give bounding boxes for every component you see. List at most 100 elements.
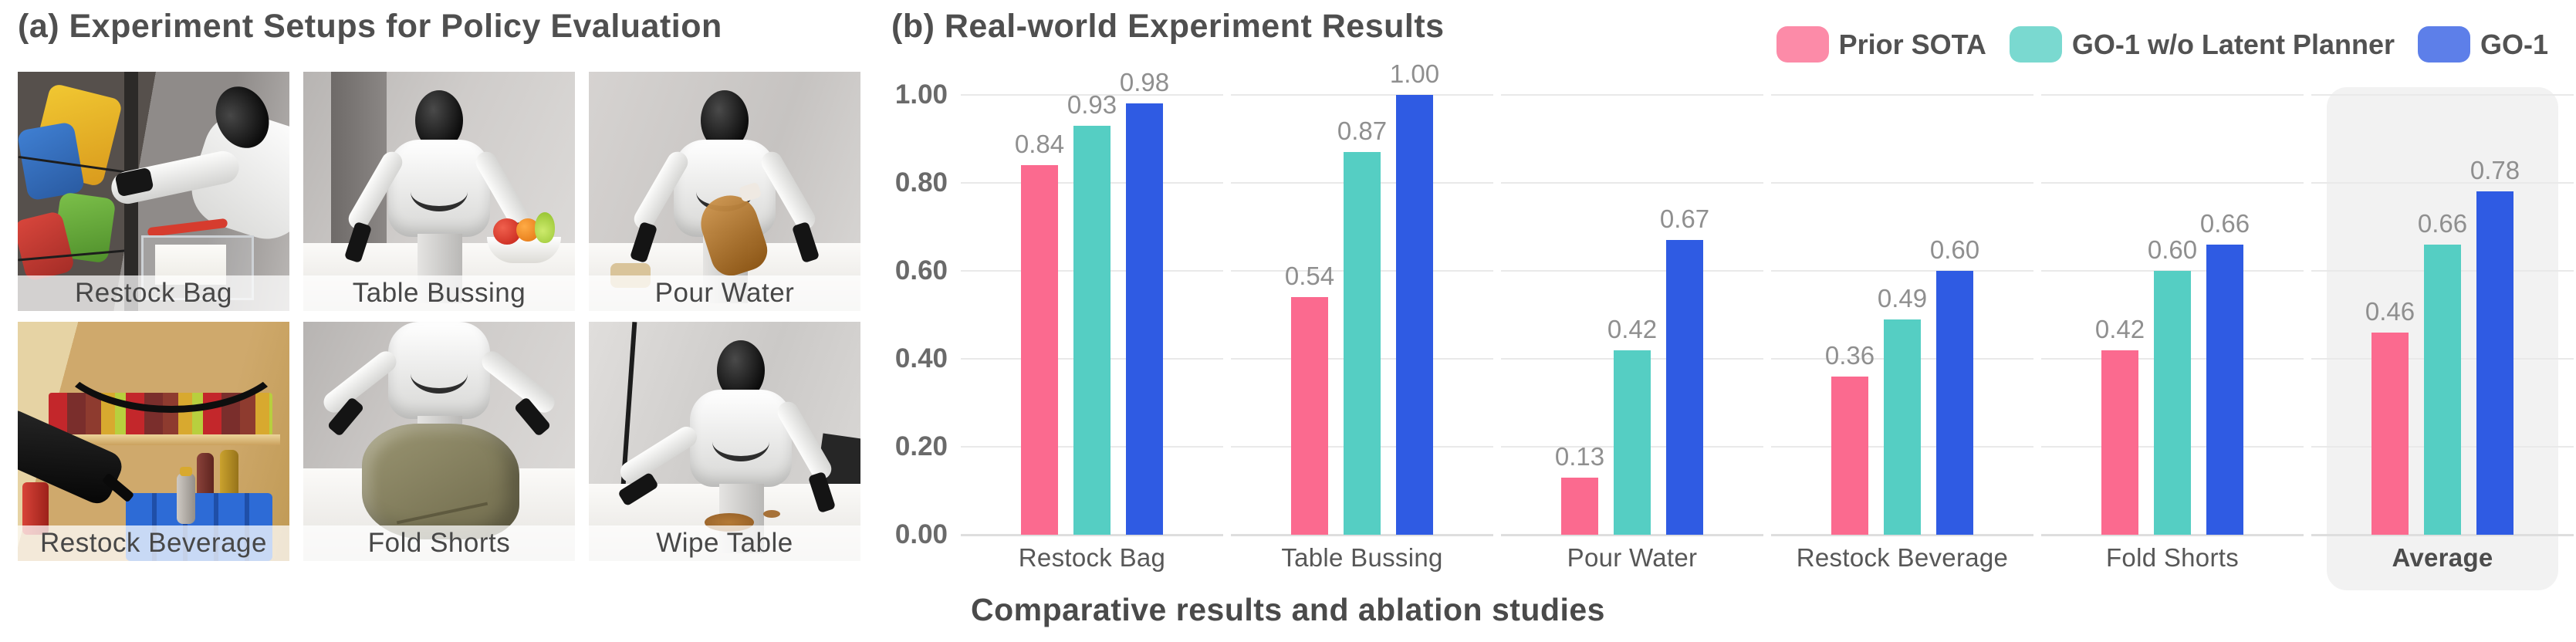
task-photo-label: Restock Beverage (18, 525, 289, 561)
x-axis-category-label: Restock Bag (1018, 543, 1166, 572)
photo-shape (49, 322, 289, 413)
gridline (2041, 182, 2304, 184)
y-axis-tick-label: 0.00 (894, 519, 948, 549)
x-axis-line (961, 534, 1223, 536)
task-photo-label: Table Bussing (303, 275, 575, 311)
task-photo-restock-bag: Restock Bag (18, 72, 289, 311)
legend-swatch (2417, 26, 2470, 63)
x-axis-line (2041, 534, 2304, 536)
gridline (2041, 94, 2304, 96)
photo-shape (535, 212, 555, 243)
task-photo-fold-shorts: Fold Shorts (303, 322, 575, 561)
x-axis-category-label: Table Bussing (1281, 543, 1443, 572)
gridline (2311, 94, 2574, 96)
y-axis-tick-label: 0.20 (894, 431, 948, 461)
y-axis-tick-label: 0.60 (894, 255, 948, 286)
bar-value-label: 0.13 (1554, 441, 1605, 471)
y-axis-tick-label: 0.80 (894, 167, 948, 198)
bar-value-label: 0.84 (1014, 130, 1065, 159)
legend-label: GO-1 w/o Latent Planner (2071, 28, 2395, 60)
task-photo-label: Pour Water (589, 275, 860, 311)
gridline (1501, 94, 1763, 96)
legend-swatch (2009, 26, 2062, 63)
bar-prior-sota (1831, 376, 1868, 535)
robot-torso (388, 322, 490, 419)
bar-value-label: 0.87 (1337, 117, 1388, 146)
legend-label: GO-1 (2480, 28, 2548, 60)
bar-prior-sota (2101, 350, 2138, 535)
bar-go-1 (1936, 271, 1973, 535)
task-photo-wipe-table: Wipe Table (589, 322, 860, 561)
gridline (1771, 94, 2033, 96)
photo-shape (197, 453, 214, 498)
gridline (1231, 94, 1493, 96)
bar-value-label: 0.54 (1284, 262, 1335, 291)
robot-torso (690, 390, 793, 487)
x-axis-category-label: Average (2392, 543, 2493, 572)
y-axis-tick-label: 0.40 (894, 343, 948, 373)
photo-shape (220, 450, 238, 499)
bar-value-label: 0.49 (1877, 283, 1928, 313)
photo-shape (33, 434, 280, 445)
bar-value-label: 0.60 (2147, 235, 2198, 264)
legend-item: GO-1 w/o Latent Planner (2009, 26, 2395, 63)
bar-go-1 (2476, 191, 2513, 535)
bar-prior-sota (2371, 332, 2409, 535)
x-axis-line (1771, 534, 2033, 536)
figure-caption: Comparative results and ablation studies (971, 592, 1605, 627)
bar-go-1 (2206, 244, 2243, 535)
robot (343, 90, 535, 303)
legend-item: Prior SOTA (1776, 26, 1986, 63)
bar-value-label: 0.36 (1824, 340, 1875, 370)
x-axis-line (2311, 534, 2574, 536)
robot-torso (388, 140, 490, 237)
task-photo-label: Restock Bag (18, 275, 289, 311)
gridline (1501, 182, 1763, 184)
photo-shape (362, 424, 519, 539)
gridline (1771, 270, 2033, 272)
bar-value-label: 0.98 (1119, 68, 1170, 97)
x-axis-category-label: Restock Beverage (1796, 543, 2009, 572)
bar-value-label: 0.93 (1067, 90, 1117, 119)
task-photo-restock-beverage: Restock Beverage (18, 322, 289, 561)
gridline (2311, 182, 2574, 184)
bar-value-label: 1.00 (1389, 59, 1440, 88)
task-photo-grid: Restock Bag Table Bussing (18, 72, 860, 561)
photo-shape (763, 510, 780, 518)
bar-go-1 (1666, 240, 1703, 535)
chart-legend: Prior SOTA GO-1 w/o Latent Planner GO-1 (1776, 26, 2548, 63)
bar-value-label: 0.46 (2365, 296, 2415, 326)
gridline (961, 94, 1223, 96)
legend-item: GO-1 (2417, 26, 2548, 63)
photo-shape (180, 467, 192, 476)
bar-go-1-w-o-latent-planner (1073, 125, 1111, 535)
bar-value-label: 0.67 (1659, 204, 1710, 234)
bar-go-1-w-o-latent-planner (1884, 319, 1921, 535)
task-photo-label: Wipe Table (589, 525, 860, 561)
bar-go-1-w-o-latent-planner (1344, 152, 1381, 535)
bar-prior-sota (1021, 165, 1058, 535)
bar-go-1 (1126, 103, 1163, 535)
bar-go-1-w-o-latent-planner (2154, 271, 2191, 535)
task-photo-table-bussing: Table Bussing (303, 72, 575, 311)
bar-go-1-w-o-latent-planner (2424, 244, 2461, 535)
y-axis-tick-label: 1.00 (894, 79, 948, 110)
bar-value-label: 0.42 (1607, 314, 1658, 343)
legend-label: Prior SOTA (1838, 28, 1986, 60)
bar-value-label: 0.66 (2199, 208, 2250, 238)
bar-value-label: 0.78 (2470, 156, 2520, 185)
panel-a-title: (a) Experiment Setups for Policy Evaluat… (18, 8, 722, 45)
bar-value-label: 0.60 (1929, 235, 1980, 264)
robot (616, 340, 837, 553)
x-axis-line (1501, 534, 1763, 536)
bar-value-label: 0.66 (2417, 208, 2468, 238)
bar-go-1-w-o-latent-planner (1614, 350, 1651, 535)
bar-prior-sota (1291, 297, 1328, 535)
legend-swatch (1776, 26, 1829, 63)
panel-b-title: (b) Real-world Experiment Results (891, 8, 1445, 45)
bar-prior-sota (1561, 477, 1598, 535)
x-axis-category-label: Fold Shorts (2105, 543, 2240, 572)
bar-go-1 (1396, 95, 1433, 535)
x-axis-line (1231, 534, 1493, 536)
